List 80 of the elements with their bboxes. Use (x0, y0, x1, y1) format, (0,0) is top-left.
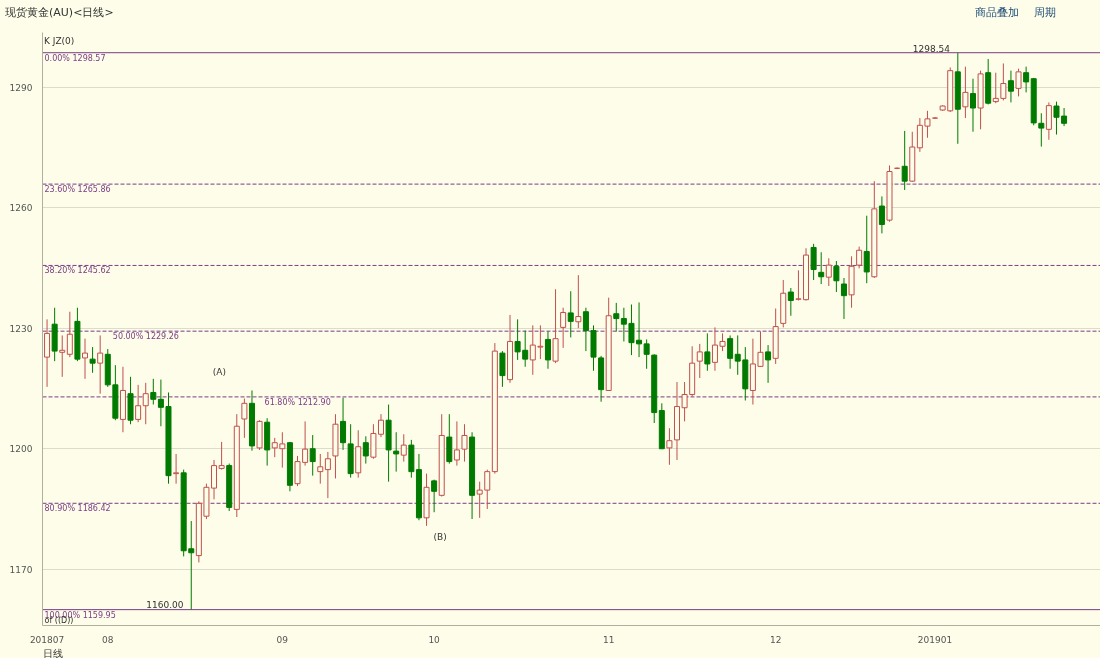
candlestick (567, 290, 574, 338)
chart-title: 现货黄金(AU)<日线> (5, 5, 114, 21)
text: 周期 (1034, 5, 1056, 21)
candlestick (97, 334, 104, 395)
candlestick (1007, 70, 1014, 103)
x-tick-label: 08 (102, 634, 114, 645)
candlestick (787, 287, 794, 317)
candlestick (142, 382, 149, 425)
candlestick (856, 246, 863, 269)
candlestick (863, 215, 870, 284)
candlestick (727, 334, 734, 370)
candlestick (393, 431, 400, 473)
annotation: 1160.00 (146, 600, 184, 611)
candlestick (89, 346, 96, 374)
candlestick (696, 343, 703, 379)
candlestick (82, 338, 89, 380)
ref-line-label: 61.80% 1212.90 (264, 397, 331, 407)
annotation: 1298.54 (912, 43, 951, 54)
x-tick-label: 10 (428, 634, 441, 645)
annotation: K JZ(0) (44, 35, 75, 46)
candlestick (173, 453, 180, 485)
ref-line-label: 50.00% 1229.26 (112, 332, 179, 342)
y-tick-label: 1170 (9, 564, 33, 575)
candlestick (969, 78, 976, 133)
candlestick (962, 66, 969, 119)
ref-line-label: 23.60% 1265.86 (44, 185, 111, 195)
candlestick (499, 350, 506, 388)
candlestick (552, 288, 559, 364)
candlestick (613, 302, 620, 332)
candlestick (1038, 112, 1045, 148)
candlestick (362, 435, 369, 465)
candlestick (840, 277, 847, 320)
candlestick (795, 269, 802, 301)
annotation: (B) (433, 531, 447, 542)
y-tick-label: 1260 (9, 203, 33, 214)
candlestick (431, 479, 438, 513)
candlestick (324, 451, 331, 499)
candlestick (309, 434, 316, 477)
candlestick (66, 311, 73, 358)
candlestick (833, 260, 840, 293)
ref-line-label: 80.90% 1186.42 (44, 504, 111, 514)
candlestick (476, 481, 483, 519)
candlestick (575, 274, 582, 329)
candlestick (704, 332, 711, 372)
candlestick (1015, 68, 1022, 97)
candlestick (150, 378, 157, 406)
text: 商品叠加 (975, 5, 1019, 21)
x-tick-label: 201807 (29, 634, 65, 645)
ref-line-label: 38.20% 1245.62 (44, 266, 111, 276)
candlestick (901, 130, 908, 191)
candlestick (44, 318, 51, 388)
annotation: (A) (212, 366, 226, 377)
x-axis-title: 日线 (42, 647, 63, 659)
candlestick (765, 344, 772, 384)
candlestick (241, 398, 248, 439)
candlestick (461, 423, 468, 463)
y-tick-label: 1230 (9, 323, 33, 334)
candlestick (810, 243, 817, 281)
x-tick-label: 12 (769, 634, 782, 645)
x-tick-label: 09 (276, 634, 289, 645)
y-tick-label: 1200 (9, 444, 33, 455)
x-tick-label: 201901 (917, 634, 953, 645)
candlestick (400, 433, 407, 463)
candlestick (878, 195, 885, 234)
candlestick (317, 453, 324, 485)
candlestick (825, 257, 832, 287)
candlestick (666, 427, 673, 466)
candlestick (818, 251, 825, 285)
candlestick (560, 307, 567, 349)
ref-line-label: 0.00% 1298.57 (44, 53, 106, 63)
candlestick (135, 384, 142, 423)
candlestick (453, 420, 460, 467)
candlestick (59, 334, 66, 378)
candlestick (1045, 101, 1052, 141)
candlestick (484, 469, 491, 510)
candlestick (340, 397, 347, 451)
y-tick-label: 1290 (9, 82, 33, 93)
candlestick (1023, 66, 1030, 93)
candlestick (544, 330, 551, 370)
x-tick-label: 11 (602, 634, 615, 645)
